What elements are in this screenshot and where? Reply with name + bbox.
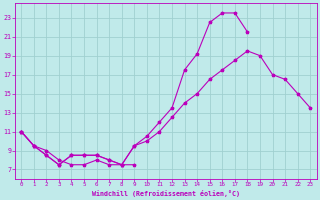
X-axis label: Windchill (Refroidissement éolien,°C): Windchill (Refroidissement éolien,°C) [92,190,240,197]
